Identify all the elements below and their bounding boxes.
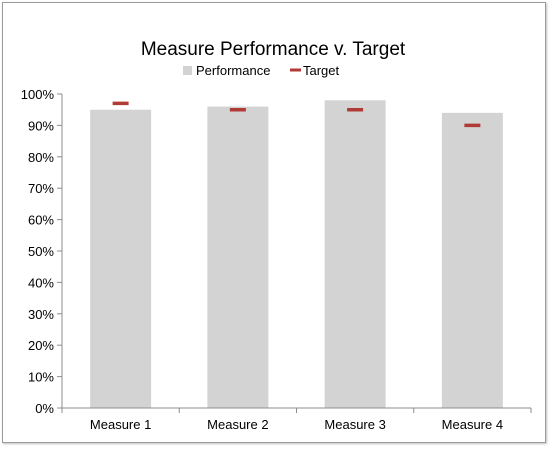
y-tick-label: 0%: [35, 401, 54, 416]
performance-bar: [441, 112, 503, 408]
chart-title: Measure Performance v. Target: [141, 39, 406, 60]
legend-swatch-performance: [183, 66, 192, 75]
targets: [112, 101, 481, 128]
legend-label-performance: Performance: [196, 63, 270, 78]
performance-bar: [324, 100, 386, 408]
chart: Measure Performance v. Target Performanc…: [21, 39, 532, 432]
y-tick-label: 70%: [28, 181, 54, 196]
y-tick-label: 100%: [21, 87, 55, 102]
x-tick-label: Measure 3: [324, 417, 385, 432]
chart-frame: Measure Performance v. Target Performanc…: [2, 2, 546, 443]
legend-label-target: Target: [303, 63, 340, 78]
y-axis: 0% 10% 20% 30% 40% 50% 60% 70% 80% 90% 100%: [21, 87, 63, 416]
x-tick-label: Measure 1: [90, 417, 151, 432]
x-axis: Measure 1 Measure 2 Measure 3 Measure 4: [61, 407, 532, 432]
y-tick-label: 90%: [28, 118, 54, 133]
y-tick-label: 80%: [28, 150, 54, 165]
performance-bar: [207, 106, 269, 408]
y-tick-label: 20%: [28, 338, 54, 353]
legend: Performance Target: [183, 63, 340, 78]
x-tick-label: Measure 2: [207, 417, 268, 432]
y-tick-label: 50%: [28, 244, 54, 259]
bars: [90, 100, 503, 408]
y-tick-label: 10%: [28, 370, 54, 385]
y-tick-label: 60%: [28, 213, 54, 228]
performance-bar: [90, 109, 152, 408]
y-tick-label: 40%: [28, 275, 54, 290]
x-tick-label: Measure 4: [442, 417, 503, 432]
y-tick-label: 30%: [28, 307, 54, 322]
